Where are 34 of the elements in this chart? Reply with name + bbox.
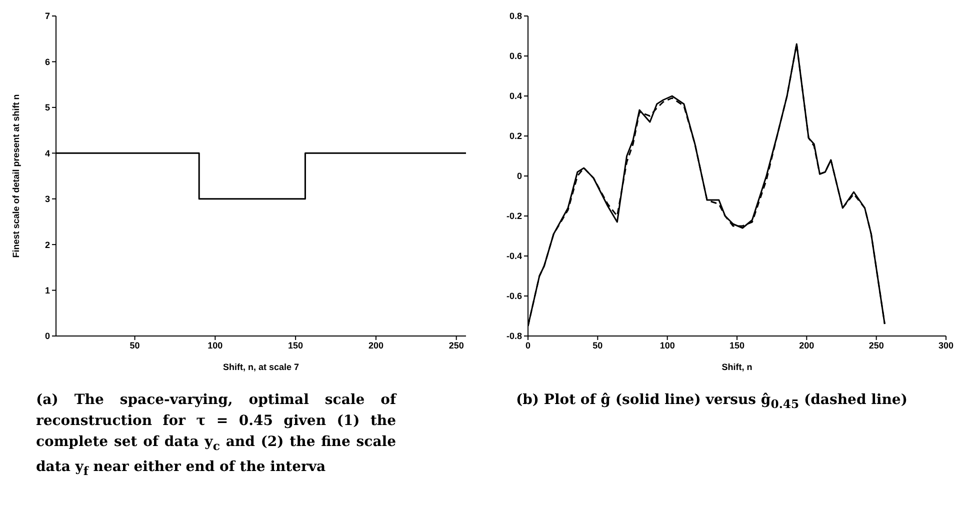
text: (b) Plot of ĝ (solid line) versus ĝ$_{0.45}$ (dashed line) <box>516 391 908 413</box>
x-tick-label: 0 <box>525 340 531 350</box>
x-tick-label: 150 <box>288 340 304 350</box>
x-tick-label: 100 <box>660 340 675 350</box>
y-tick-label: 0.4 <box>509 91 522 102</box>
y-tick-label: 0 <box>516 171 522 182</box>
y-tick-label: 0.8 <box>509 11 522 22</box>
y-tick-label: 1 <box>44 285 50 296</box>
x-tick-label: 100 <box>208 340 223 350</box>
y-axis-title: Finest scale of detail present at shift n <box>11 94 22 258</box>
y-tick-label: 0 <box>44 331 50 342</box>
x-axis-title: Shift, n, at scale 7 <box>222 362 300 372</box>
x-tick-label: 50 <box>130 340 140 350</box>
y-tick-label: 0.2 <box>509 131 522 142</box>
y-tick-label: 7 <box>44 11 50 22</box>
x-tick-label: 150 <box>729 340 745 350</box>
y-tick-label: 0.6 <box>509 51 522 62</box>
y-tick-label: -0.8 <box>506 331 522 342</box>
y-tick-label: 2 <box>44 240 50 250</box>
x-tick-label: 250 <box>868 340 884 350</box>
x-tick-label: 250 <box>448 340 464 350</box>
y-tick-label: 3 <box>44 194 50 204</box>
y-tick-label: 4 <box>44 148 50 158</box>
y-tick-label: -0.6 <box>506 291 522 302</box>
x-tick-label: 50 <box>592 340 603 350</box>
x-tick-label: 200 <box>368 340 384 350</box>
y-tick-label: -0.2 <box>506 211 522 222</box>
x-tick-label: 200 <box>799 340 814 350</box>
y-tick-label: 6 <box>44 56 50 67</box>
x-tick-label: 300 <box>938 340 954 350</box>
text: (a) The space-varying, optimal scale of reconstruction for τ = 0.45 given (1) the complete set of data y$_{c}$ and (2) the fine scale data y$_{f}$ near either end of the interva <box>36 392 396 478</box>
y-tick-label: -0.4 <box>506 251 522 262</box>
x-axis-title: Shift, n <box>722 362 752 372</box>
y-tick-label: 5 <box>44 102 50 113</box>
